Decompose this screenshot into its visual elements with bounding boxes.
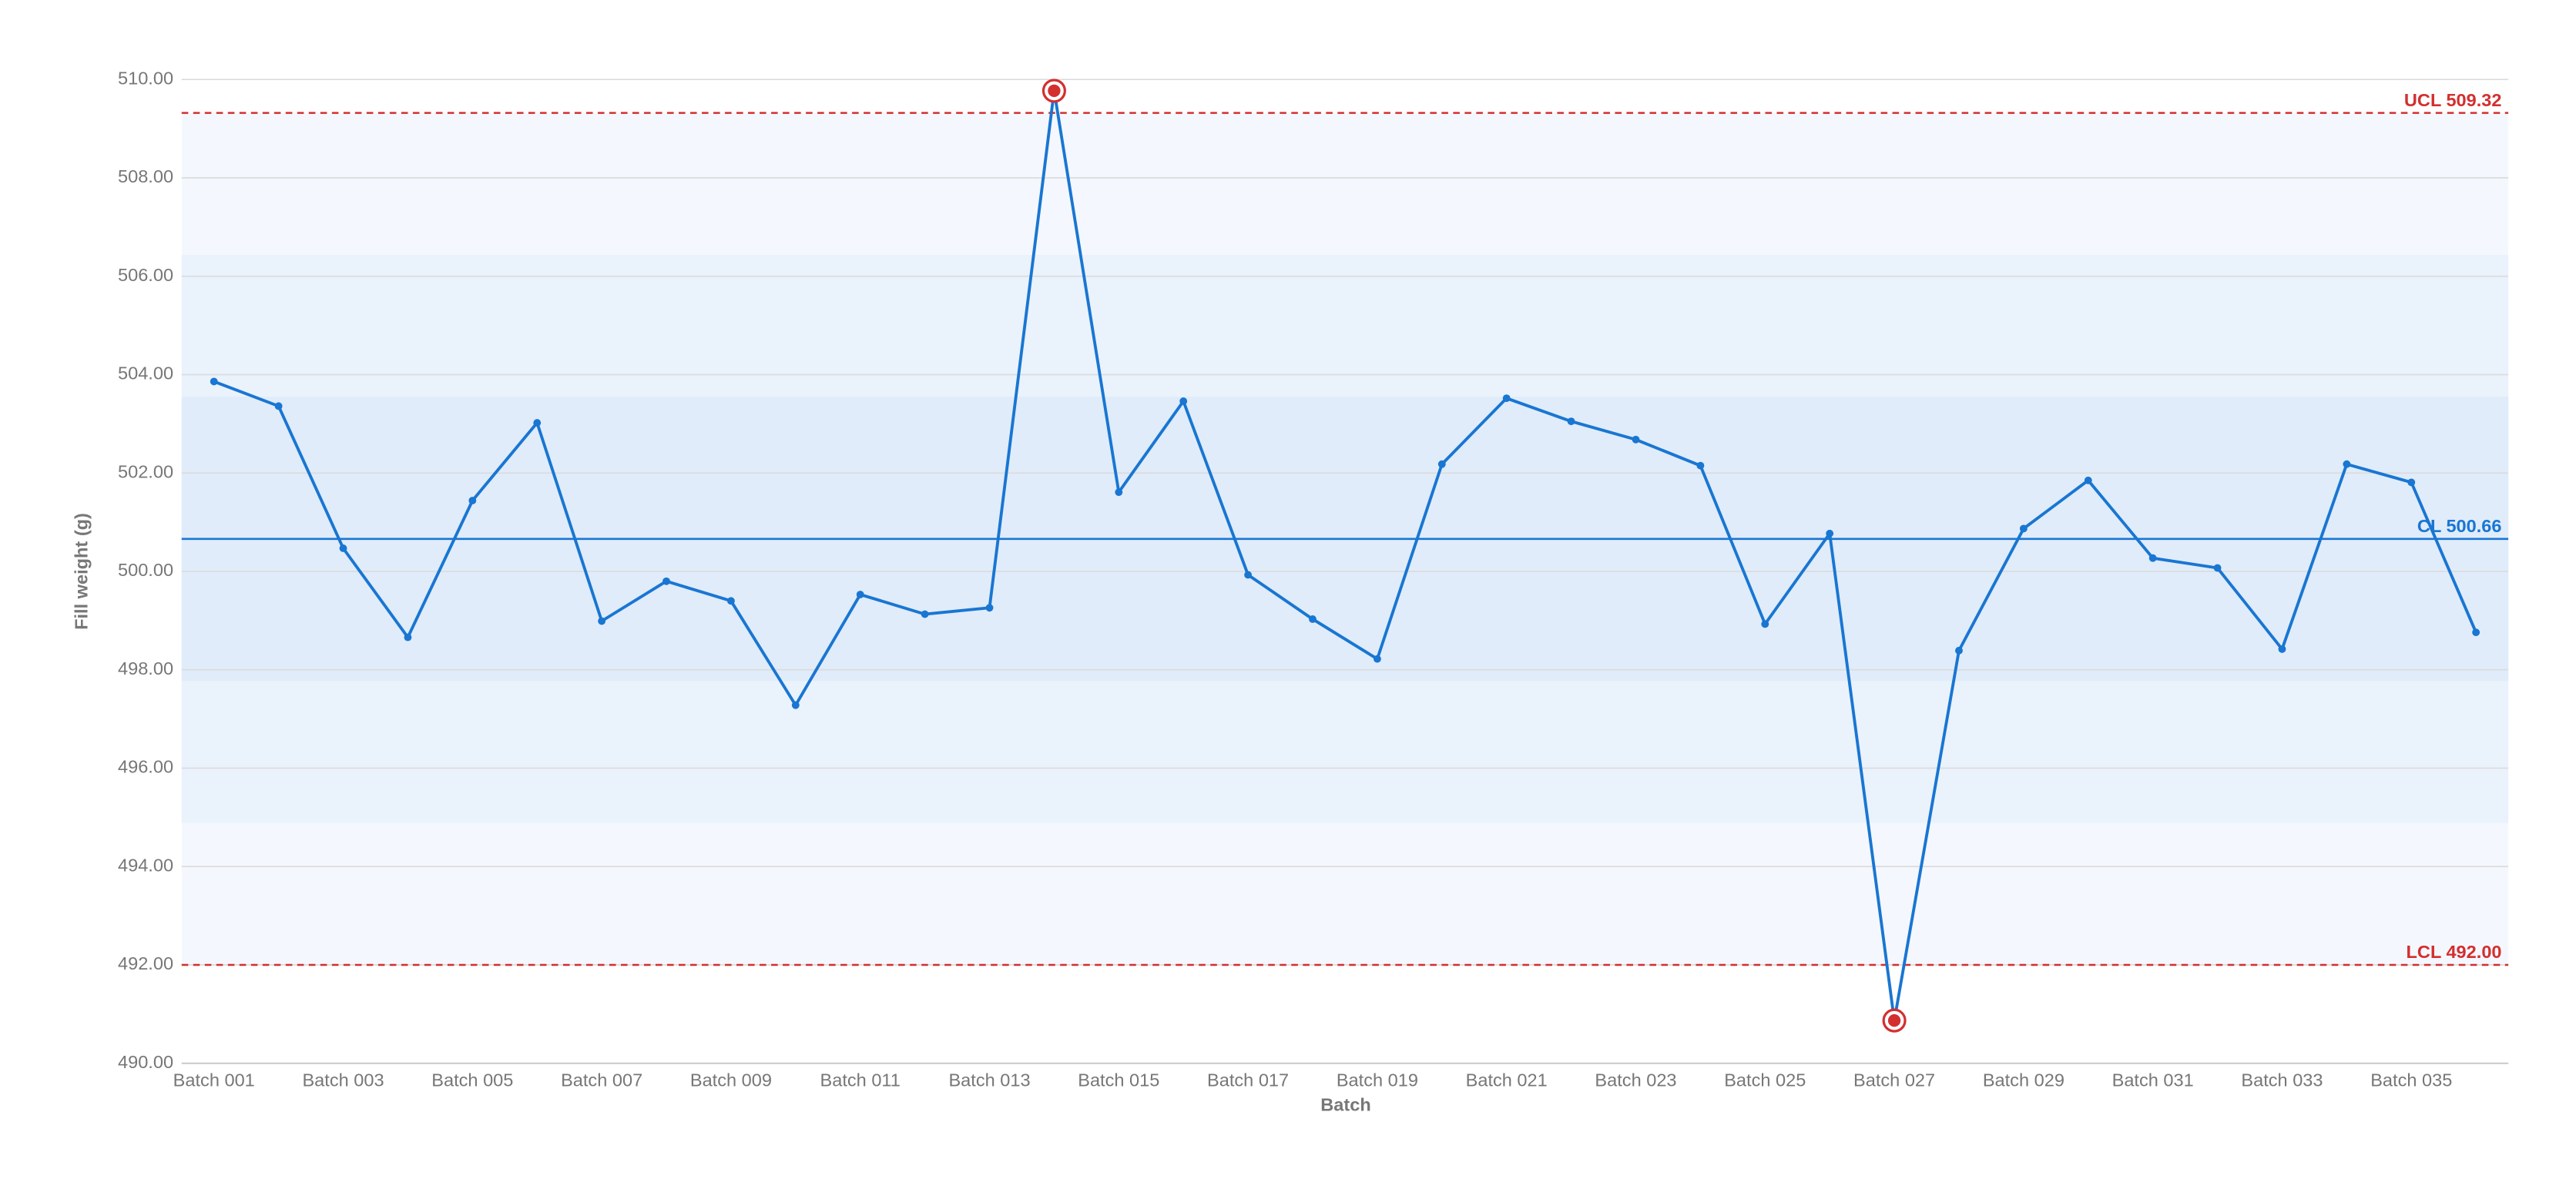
data-point <box>2278 645 2286 653</box>
x-axis-title: Batch <box>1320 1095 1370 1115</box>
data-point <box>1696 461 1705 470</box>
data-point <box>856 591 864 598</box>
data-point <box>791 701 800 709</box>
x-tick-label: Batch 017 <box>1207 1070 1289 1090</box>
data-point <box>468 497 477 504</box>
data-point <box>2084 476 2092 484</box>
data-point <box>2472 628 2480 637</box>
y-tick-label: 510.00 <box>118 68 173 88</box>
data-point <box>274 402 283 410</box>
x-tick-label: Batch 003 <box>302 1070 384 1090</box>
y-tick-label: 498.00 <box>118 658 173 678</box>
data-point <box>1115 488 1123 497</box>
data-point <box>1437 460 1446 468</box>
y-tick-label: 492.00 <box>118 953 173 973</box>
data-point <box>921 610 929 618</box>
data-point <box>985 604 994 612</box>
y-tick-label: 496.00 <box>118 757 173 777</box>
x-tick-label: Batch 009 <box>690 1070 772 1090</box>
data-line <box>213 90 2477 1021</box>
data-point <box>1179 397 1188 405</box>
y-tick-label: 502.00 <box>118 461 173 481</box>
data-point <box>1761 620 1769 628</box>
lcl-label: LCL 492.00 <box>2407 942 2502 962</box>
y-tick-label: 508.00 <box>118 166 173 186</box>
x-tick-label: Batch 019 <box>1337 1070 1418 1090</box>
y-tick-label: 500.00 <box>118 560 173 580</box>
data-point <box>1826 529 1834 538</box>
y-axis-title: Fill weight (g) <box>71 513 91 630</box>
data-point <box>339 544 347 552</box>
data-point <box>2343 460 2351 468</box>
x-tick-label: Batch 029 <box>1983 1070 2064 1090</box>
data-point <box>1309 615 1317 623</box>
data-point <box>210 377 218 386</box>
y-tick-label: 506.00 <box>118 265 173 285</box>
data-point <box>1502 394 1511 403</box>
out-of-control-point <box>1048 84 1061 98</box>
data-point <box>1244 571 1253 579</box>
y-tick-label: 490.00 <box>118 1052 173 1072</box>
data-point <box>2407 478 2416 487</box>
y-tick-label: 494.00 <box>118 855 173 875</box>
x-tick-label: Batch 011 <box>820 1070 901 1090</box>
data-point <box>533 419 542 427</box>
x-tick-label: Batch 033 <box>2241 1070 2323 1090</box>
x-tick-label: Batch 015 <box>1078 1070 1159 1090</box>
ucl-label: UCL 509.32 <box>2404 90 2502 110</box>
data-point <box>598 617 606 625</box>
x-tick-label: Batch 025 <box>1724 1070 1806 1090</box>
data-point <box>404 633 412 641</box>
x-tick-label: Batch 007 <box>561 1070 642 1090</box>
x-tick-label: Batch 021 <box>1466 1070 1548 1090</box>
x-tick-label: Batch 005 <box>431 1070 513 1090</box>
x-tick-label: Batch 023 <box>1595 1070 1676 1090</box>
out-of-control-point <box>1887 1014 1901 1027</box>
data-point <box>2019 524 2028 533</box>
data-point <box>1632 435 1640 444</box>
data-point <box>1955 646 1963 655</box>
y-tick-label: 504.00 <box>118 363 173 383</box>
x-tick-label: Batch 031 <box>2112 1070 2194 1090</box>
data-point <box>2213 564 2222 572</box>
x-tick-label: Batch 035 <box>2370 1070 2452 1090</box>
data-point <box>1567 417 1575 426</box>
data-point <box>1373 655 1381 663</box>
x-tick-label: Batch 027 <box>1853 1070 1935 1090</box>
data-point <box>726 597 735 605</box>
data-point <box>662 577 670 585</box>
x-tick-label: Batch 001 <box>173 1070 255 1090</box>
data-point <box>2148 554 2157 562</box>
x-tick-label: Batch 013 <box>948 1070 1030 1090</box>
